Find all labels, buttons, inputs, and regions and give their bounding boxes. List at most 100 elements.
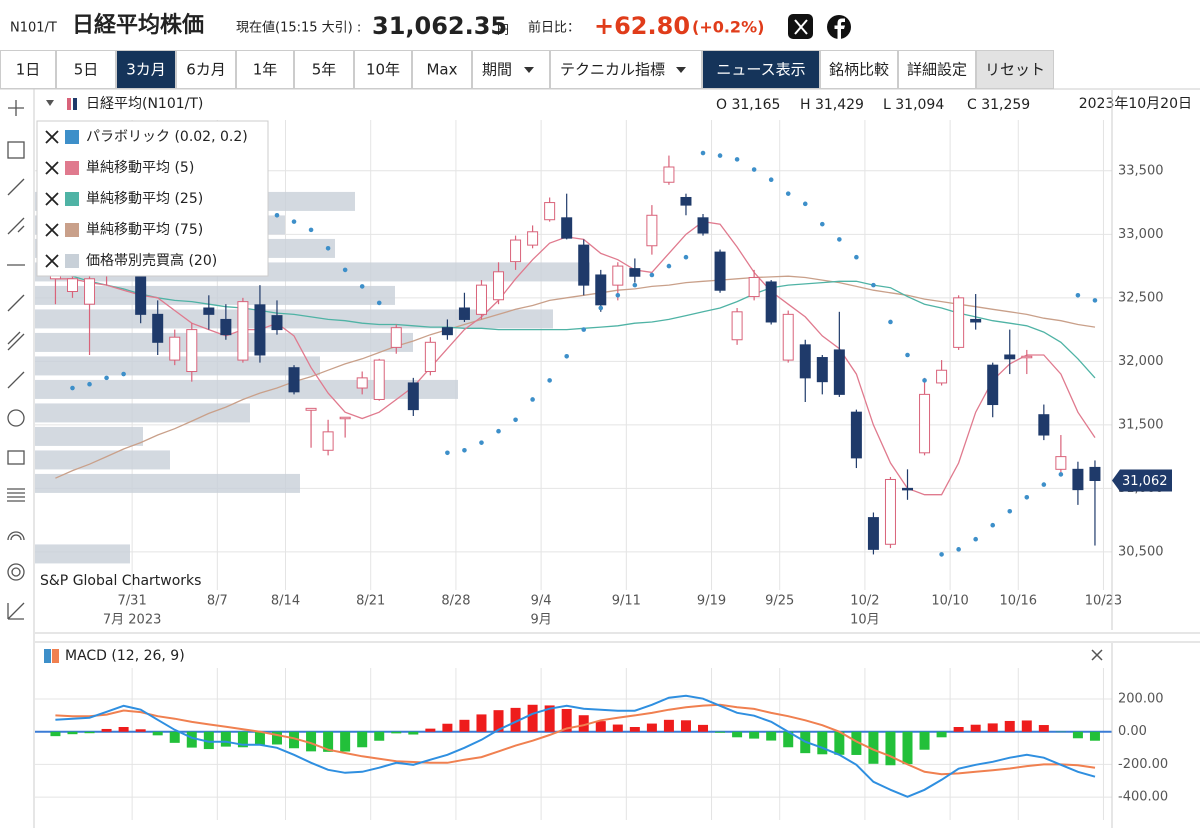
x-tick-label: 9/4	[531, 594, 552, 609]
volume-profile-bar	[35, 309, 553, 329]
toolbar-label: テクニカル指標	[560, 61, 665, 79]
toolbar-button[interactable]	[898, 50, 976, 89]
toolbar-button[interactable]	[976, 50, 1054, 89]
tool-arrow[interactable]	[7, 371, 25, 389]
sar-dot	[768, 177, 774, 183]
histogram-bar	[629, 727, 640, 732]
legend-remove[interactable]	[45, 130, 59, 144]
histogram-bar	[152, 731, 163, 736]
x-share[interactable]	[788, 14, 813, 39]
price-chart: 7/31 8/7 8/14 8/21 8/28 9/4 9/11 9/19 9/25 10/2 10…	[35, 90, 1172, 820]
toolbar-button[interactable]	[294, 50, 354, 89]
candle-body	[237, 301, 249, 361]
sar-dot	[1075, 292, 1081, 298]
candle-body	[475, 284, 487, 315]
histogram-bar	[254, 731, 265, 745]
histogram-bar	[186, 731, 197, 748]
tool-text[interactable]	[7, 141, 25, 159]
candle-body	[458, 307, 470, 320]
month-label: 9月	[530, 613, 551, 628]
tool-fib[interactable]	[7, 217, 25, 235]
facebook-share[interactable]	[827, 15, 851, 39]
tool-ray[interactable]	[7, 294, 25, 312]
histogram-bar	[459, 719, 470, 732]
close: C 31,259	[967, 97, 1030, 113]
sar-dot	[1058, 472, 1064, 477]
macd-chart: MACD (12, 26, 9) 200.00 0.00 -200.00 -400.00	[35, 643, 1168, 828]
tool-target[interactable]	[7, 563, 25, 581]
histogram-bar	[442, 723, 453, 732]
toolbar: 1日 5日 3カ月 6カ月 1年 5年 10年 Max 期間 テクニカル指標 ニュース表示 銘柄比較詳…	[0, 50, 1054, 89]
toolbar-button[interactable]	[702, 50, 820, 89]
x-tick-label: 10/10	[931, 594, 968, 609]
low: L 31,094	[883, 97, 944, 113]
toolbar-button[interactable]	[550, 50, 702, 89]
toolbar-button[interactable]	[176, 50, 236, 89]
tool-rect[interactable]	[7, 450, 25, 465]
tool-line[interactable]	[7, 178, 25, 196]
histogram-bar	[306, 731, 317, 752]
sar-dot	[956, 547, 961, 552]
sar-dot	[905, 352, 910, 358]
x-tick-label: 9/25	[765, 594, 794, 609]
toolbar-button[interactable]	[56, 50, 116, 89]
histogram-bar	[50, 731, 61, 737]
candle-body	[220, 318, 232, 336]
legend-remove[interactable]	[45, 192, 59, 206]
histogram-bar	[340, 731, 351, 752]
close-panel[interactable]	[1091, 649, 1103, 661]
sar-dot	[274, 212, 280, 218]
tool-crosshair[interactable]	[8, 100, 24, 116]
sar-dot	[615, 292, 621, 298]
legend-label: 単純移動平均 (25)	[86, 191, 203, 207]
last-price-label: 31,062	[1122, 474, 1168, 489]
toolbar-button[interactable]	[412, 50, 472, 89]
histogram-bar	[953, 727, 964, 732]
candle-body	[731, 311, 743, 341]
candle-body	[578, 244, 590, 286]
candle-body	[66, 278, 78, 292]
toolbar-label: 1年	[253, 61, 278, 79]
candle-body	[561, 217, 573, 239]
toolbar-label: 1日	[16, 61, 41, 79]
legend-remove[interactable]	[45, 161, 59, 175]
candle-body	[765, 281, 777, 323]
legend-label: 単純移動平均 (75)	[86, 222, 203, 238]
volume-profile-bar	[35, 403, 250, 423]
legend-remove[interactable]	[45, 254, 59, 268]
collapse-arrow[interactable]	[46, 100, 54, 106]
sar-dot	[359, 284, 365, 289]
histogram-bar	[135, 729, 146, 732]
toolbar-button[interactable]	[820, 50, 898, 89]
candle-body	[356, 377, 368, 389]
histogram-bar	[408, 731, 419, 735]
sar-dot	[376, 300, 382, 306]
legend-remove[interactable]	[45, 223, 59, 237]
last-price-tag	[1112, 469, 1172, 492]
tool-measure[interactable]	[7, 602, 25, 620]
tool-channel[interactable]	[7, 331, 25, 351]
sar-dot	[581, 327, 587, 332]
candle-body	[271, 315, 283, 331]
histogram-bar	[851, 731, 862, 755]
tool-lines[interactable]	[7, 488, 25, 502]
candle-body	[902, 487, 914, 491]
price-label: 現在値(15:15 大引) :	[236, 20, 361, 36]
candle-body	[407, 382, 419, 411]
histogram-bar	[698, 724, 709, 732]
tool-circle[interactable]	[7, 409, 25, 427]
dropdown-arrow	[524, 67, 534, 73]
volume-profile-bar	[35, 426, 143, 446]
histogram-bar	[561, 709, 572, 732]
toolbar-button[interactable]	[472, 50, 550, 89]
candle-body	[646, 214, 658, 247]
histogram-bar	[646, 723, 657, 732]
credit: S&P Global Chartworks	[40, 573, 201, 589]
histogram-bar	[578, 715, 589, 732]
y-tick-label: 0.00	[1118, 724, 1147, 739]
legend-swatch	[65, 130, 79, 144]
histogram-bar	[680, 720, 691, 732]
tool-arc[interactable]	[7, 531, 25, 541]
candle-body	[782, 313, 794, 361]
month-label: 10月	[850, 613, 880, 628]
